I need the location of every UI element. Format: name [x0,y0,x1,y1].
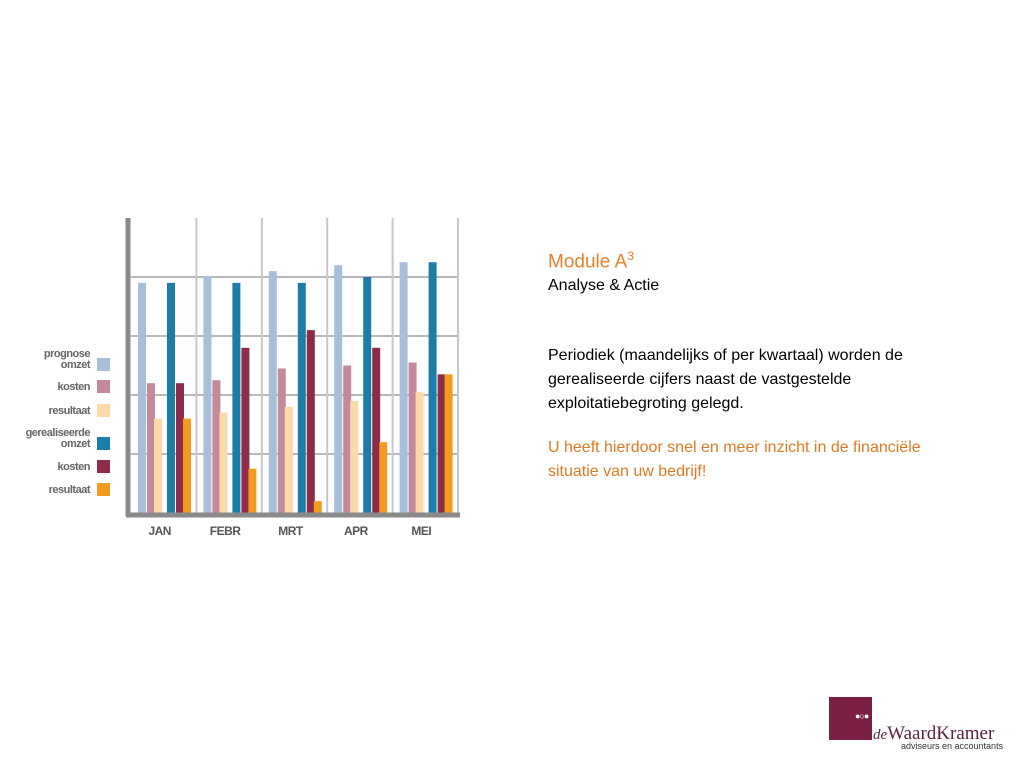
legend-label: resultaat [49,405,91,417]
bar-mei-series-3 [428,262,437,513]
legend-swatch [97,460,110,473]
bar-febr-series-1 [212,380,221,513]
bar-jan-series-4 [176,383,184,513]
bar-jan-series-5 [183,418,191,513]
module-title-text: Module A [548,251,628,273]
description-paragraph: Periodiek (maandelijks of per kwartaal) … [548,347,903,413]
legend-label: kosten [58,461,91,473]
module-title-superscript: 3 [627,249,634,263]
legend-label: omzet [61,359,91,371]
legend-swatch [97,404,110,417]
legend-label: omzet [61,438,91,450]
legend-swatch [97,358,110,371]
company-logo: ●○● deWaardKramer adviseurs en accountan… [829,697,1009,753]
logo-dots-icon: ●○● [855,711,869,721]
bar-apr-series-5 [379,442,388,513]
bar-febr-series-3 [232,282,241,513]
x-tick-label: APR [344,524,369,538]
bar-mei-series-4 [437,374,446,513]
bar-mrt-series-0 [268,271,277,513]
bar-febr-series-2 [219,412,228,513]
legend-label: resultaat [49,484,91,496]
bar-febr-series-4 [241,347,250,513]
x-tick-label: FEBR [210,524,242,538]
bar-chart: JAN FEBR MRT APR MEIprognoseomzetkostenresul… [26,218,460,538]
logo-mark: ●○● [829,697,872,740]
bar-jan-series-0 [138,282,146,513]
bar-mrt-series-3 [297,282,306,513]
x-tick-label: MRT [278,524,304,538]
legend-swatch [97,380,110,393]
module-subtitle: Analyse & Actie [548,277,660,295]
legend-label: prognose [44,348,90,360]
logo-name: WaardKramer [887,723,995,744]
highlight-paragraph: U heeft hierdoor snel en meer inzicht in… [548,439,921,481]
bar-apr-series-0 [334,265,343,513]
legend-label: kosten [58,381,91,393]
legend-swatch [97,483,110,496]
bar-mei-series-1 [408,362,417,513]
bar-febr-series-0 [203,277,212,513]
x-tick-label: MEI [411,524,431,538]
bar-mrt-series-1 [277,368,286,513]
bar-mei-series-0 [399,262,408,513]
bar-mrt-series-2 [284,406,293,513]
bar-apr-series-2 [350,400,359,513]
x-tick-label: JAN [148,524,171,538]
legend-swatch [97,437,110,450]
bar-jan-series-1 [147,383,155,513]
bar-jan-series-3 [167,282,175,513]
bar-febr-series-5 [248,468,257,513]
text-panel: Module A3 Analyse & Actie Periodiek (maa… [548,244,958,484]
logo-prefix: de [873,727,888,743]
bar-apr-series-1 [343,365,352,513]
bar-apr-series-3 [363,277,372,513]
bar-mei-series-5 [444,374,453,513]
bar-mrt-series-4 [306,330,315,513]
bar-jan-series-2 [154,418,162,513]
bar-mrt-series-5 [313,501,322,513]
bar-mei-series-2 [415,392,424,513]
legend-label: gerealiseerde [26,427,91,439]
logo-tagline: adviseurs en accountants [901,741,1004,751]
module-title: Module A3 [548,244,958,274]
bar-apr-series-4 [372,347,381,513]
logo-wordmark: deWaardKramer [873,723,994,745]
